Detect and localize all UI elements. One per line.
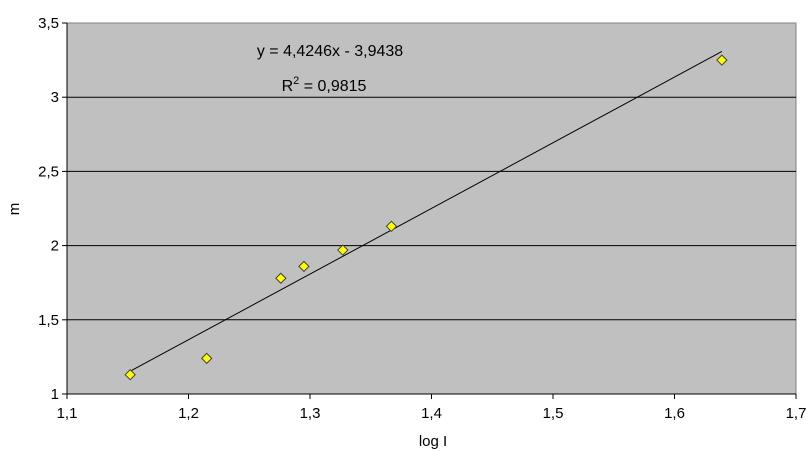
x-tick-label: 1,3 xyxy=(300,405,321,422)
data-point xyxy=(716,54,728,66)
r-squared-prefix: R xyxy=(282,78,294,95)
r-squared-label: R2 = 0,9815 xyxy=(282,75,367,95)
x-axis-ticks: 1,1 1,2 1,3 1,4 1,5 1,6 1,7 xyxy=(57,394,807,422)
r-squared-value: = 0,9815 xyxy=(299,78,366,95)
x-axis-title: log I xyxy=(419,433,447,450)
data-point xyxy=(201,352,213,365)
data-points xyxy=(124,54,728,381)
data-point xyxy=(275,272,287,284)
y-tick-label: 1 xyxy=(51,386,59,403)
x-tick-label: 1,7 xyxy=(786,405,807,422)
trendline-equation: y = 4,4246x - 3,9438 xyxy=(257,43,403,60)
y-axis-ticks: 1 1,5 2 2,5 3 3,5 xyxy=(38,15,67,403)
x-tick-label: 1,1 xyxy=(57,405,78,422)
y-tick-label: 3,5 xyxy=(38,15,59,32)
y-tick-label: 1,5 xyxy=(38,312,59,329)
y-axis-title: m xyxy=(6,203,23,216)
x-tick-label: 1,6 xyxy=(664,405,685,422)
x-tick-label: 1,2 xyxy=(178,405,199,422)
data-point xyxy=(298,260,310,273)
data-point xyxy=(337,244,349,256)
x-tick-label: 1,5 xyxy=(543,405,564,422)
y-tick-label: 2,5 xyxy=(38,163,59,180)
data-point xyxy=(385,220,398,233)
trendline xyxy=(129,51,723,372)
y-tick-label: 3 xyxy=(51,89,59,106)
y-tick-label: 2 xyxy=(51,238,59,255)
r-squared-exponent: 2 xyxy=(293,75,299,87)
data-point xyxy=(124,369,136,381)
gridlines xyxy=(67,96,796,321)
x-tick-label: 1,4 xyxy=(421,405,442,422)
